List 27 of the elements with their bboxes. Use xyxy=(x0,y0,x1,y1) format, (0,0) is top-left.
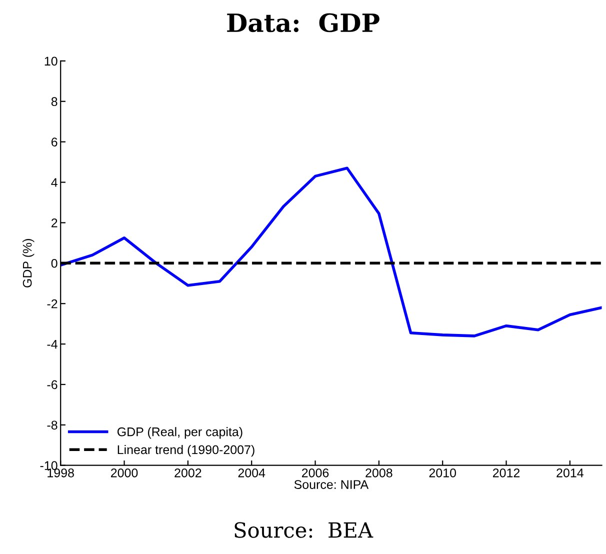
y-tick-label: 2 xyxy=(52,218,58,228)
x-tick-label: 2002 xyxy=(174,468,202,478)
chart-title: Data: GDP xyxy=(227,13,380,32)
x-tick-label: 2012 xyxy=(492,468,520,478)
y-tick-label: -6 xyxy=(47,380,58,390)
y-axis-title: GDP (%) xyxy=(22,239,34,288)
y-tick-label: 10 xyxy=(44,56,58,66)
y-tick-label: 6 xyxy=(52,138,58,146)
y-tick-label: 0 xyxy=(51,258,58,268)
x-tick-label: 2006 xyxy=(302,468,329,478)
y-tick-label: -8 xyxy=(47,420,58,430)
x-axis-title: Source: NIPA xyxy=(294,480,369,489)
y-tick-label: -4 xyxy=(47,340,58,349)
legend-label: GDP (Real, per capita) xyxy=(117,427,242,439)
y-tick-label: 4 xyxy=(51,178,58,187)
x-tick-label: 2014 xyxy=(556,468,584,478)
line-series xyxy=(60,166,602,338)
y-tick-label: 8 xyxy=(51,97,58,106)
legend-label: Linear trend (1990-2007) xyxy=(118,444,254,457)
y-tick-label: -10 xyxy=(40,461,58,470)
source-note: Source: BEA xyxy=(234,522,374,538)
x-tick-label: 1998 xyxy=(48,468,74,478)
x-tick-label: 2004 xyxy=(238,468,266,478)
y-tick-label: -2 xyxy=(47,299,58,308)
x-tick-label: 2010 xyxy=(429,468,456,478)
x-tick-label: 2000 xyxy=(110,468,138,478)
x-tick-label: 2008 xyxy=(366,468,392,478)
